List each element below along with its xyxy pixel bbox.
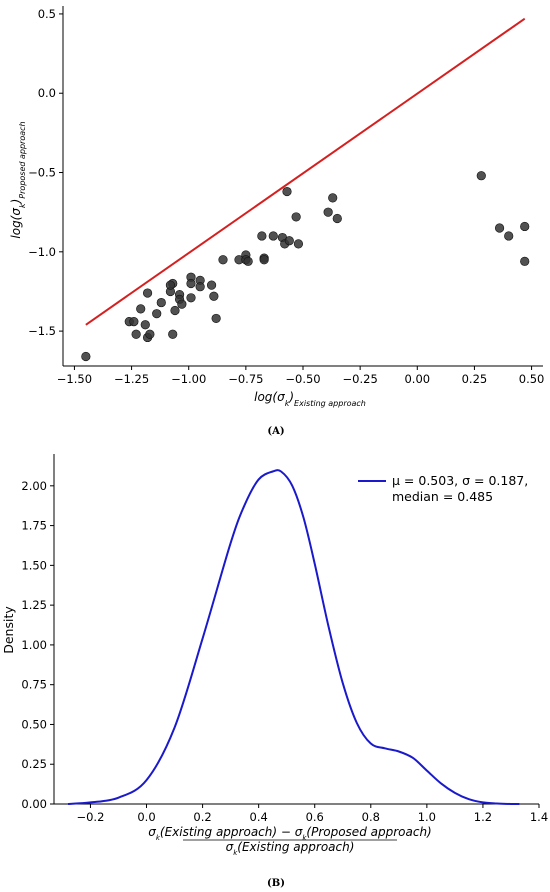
scatter-point: [323, 207, 333, 217]
scatter-point: [284, 236, 294, 246]
x-tick-label: −0.25: [343, 372, 378, 386]
density-y-label: Density: [1, 606, 16, 654]
scatter-panel: −1.50 −1.25 −1.00 −0.75 −0.50 −0.25 0.00 0.25 0.…: [9, 6, 544, 408]
panel-label-b: (B): [267, 878, 285, 889]
scatter-x-ticks: −1.50 −1.25 −1.00 −0.75 −0.50 −0.25 0.00 0.25 0.…: [57, 366, 545, 386]
x-tick-label: −0.50: [285, 372, 320, 386]
x-tick-label: 0.2: [193, 810, 211, 824]
scatter-point: [195, 282, 205, 292]
scatter-y-ticks: −1.5 −1.0 −0.5 0.0 0.5: [28, 7, 63, 338]
scatter-point: [81, 351, 91, 362]
scatter-point: [186, 293, 196, 303]
x-tick-label: 0.6: [306, 810, 324, 824]
x-tick-label: 0.4: [250, 810, 268, 824]
x-tick-label: −0.75: [228, 372, 263, 386]
scatter-point: [291, 212, 301, 222]
scatter-point: [140, 320, 150, 330]
legend-label-line2: median = 0.485: [392, 489, 493, 504]
scatter-point: [257, 231, 267, 241]
legend-label-line1: μ = 0.503, σ = 0.187,: [392, 473, 528, 488]
density-panel: −0.2 0.0 0.2 0.4 0.6 0.8 1.0 1.2 1.4 0.00 0.25 0.5…: [1, 454, 548, 857]
scatter-point: [131, 329, 141, 339]
scatter-point: [177, 299, 187, 309]
x-tick-label: 1.2: [474, 810, 492, 824]
scatter-point: [209, 291, 219, 301]
scatter-point: [332, 213, 342, 224]
scatter-point: [243, 256, 253, 266]
identity-line: [85, 17, 526, 326]
x-tick-label: −1.50: [57, 372, 92, 386]
y-tick-label: 0.75: [21, 678, 47, 692]
scatter-point: [268, 231, 278, 241]
y-tick-label: 1.50: [21, 558, 47, 572]
x-tick-label: 1.4: [530, 810, 548, 824]
y-tick-label: 0.25: [21, 757, 47, 771]
y-tick-label: 1.75: [21, 519, 47, 533]
y-tick-label: 1.25: [21, 598, 47, 612]
y-tick-label: −1.0: [28, 245, 56, 259]
y-tick-label: 1.00: [21, 638, 47, 652]
scatter-point: [282, 186, 292, 197]
scatter-point: [168, 329, 178, 339]
scatter-point: [520, 221, 530, 232]
scatter-point: [259, 255, 269, 265]
y-tick-label: 0.5: [38, 7, 56, 21]
scatter-point: [152, 309, 162, 319]
scatter-point: [476, 171, 486, 181]
scatter-point: [165, 280, 176, 290]
x-tick-label: 0.0: [137, 810, 155, 824]
x-label-denominator: σk(Existing approach): [226, 840, 355, 857]
x-tick-label: 0.25: [462, 372, 488, 386]
y-tick-label: 0.0: [38, 86, 56, 100]
y-tick-label: 0.50: [21, 717, 47, 731]
scatter-point: [129, 316, 139, 327]
x-tick-label: 0.8: [362, 810, 380, 824]
y-tick-label: 0.00: [21, 797, 47, 811]
density-curve: [67, 469, 520, 806]
density-x-ticks: −0.2 0.0 0.2 0.4 0.6 0.8 1.0 1.2 1.4: [76, 804, 548, 824]
scatter-point: [206, 280, 217, 290]
scatter-point: [136, 304, 146, 314]
y-tick-label: 2.00: [21, 479, 47, 493]
scatter-point: [218, 255, 228, 265]
x-label-numerator: σk(Existing approach) − σk(Proposed appr…: [148, 825, 431, 842]
x-tick-label: 1.0: [418, 810, 436, 824]
scatter-point: [186, 278, 196, 289]
y-tick-label: −1.5: [28, 324, 56, 338]
scatter-point: [156, 297, 166, 308]
x-tick-label: 0.00: [404, 372, 430, 386]
scatter-point: [170, 305, 180, 316]
x-tick-label: −1.00: [171, 372, 206, 386]
density-y-ticks: 0.00 0.25 0.50 0.75 1.00 1.25 1.50 1.75 2.00: [21, 479, 54, 811]
scatter-point: [145, 329, 155, 339]
scatter-point: [328, 193, 338, 203]
scatter-point: [494, 223, 505, 233]
density-x-label: σk(Existing approach) − σk(Proposed appr…: [148, 825, 431, 857]
scatter-point: [211, 313, 221, 324]
scatter-point: [293, 239, 304, 249]
scatter-y-label: log(σk)Proposed approach: [9, 121, 27, 238]
legend: μ = 0.503, σ = 0.187, median = 0.485: [358, 473, 528, 504]
x-tick-label: 0.50: [519, 372, 545, 386]
scatter-point: [520, 256, 530, 266]
x-tick-label: −0.2: [76, 810, 104, 824]
scatter-x-label: log(σk)Existing approach: [254, 390, 366, 408]
y-tick-label: −0.5: [28, 166, 56, 180]
panel-label-a: (A): [267, 426, 284, 437]
scatter-points: [81, 171, 530, 362]
scatter-point: [504, 231, 514, 241]
scatter-point: [142, 288, 153, 298]
x-tick-label: −1.25: [114, 372, 149, 386]
